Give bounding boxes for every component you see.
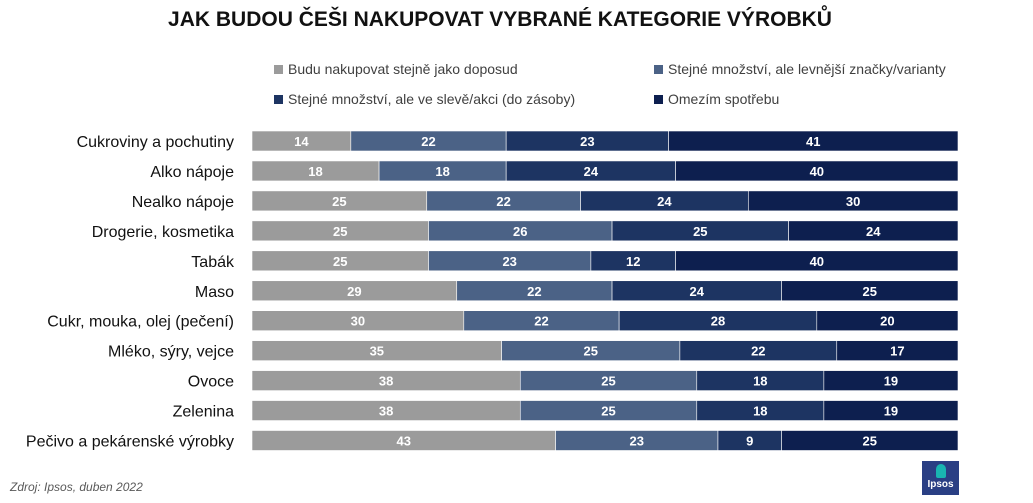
bar-segment: [823, 400, 959, 421]
data-label: 25: [584, 344, 598, 359]
legend-swatch: [654, 64, 663, 74]
data-label: 25: [601, 374, 615, 389]
ipsos-logo: Ipsos: [922, 461, 959, 495]
bar-segment: [675, 250, 959, 272]
legend-label: Omezím spotřebu: [668, 91, 780, 107]
bar-segment: [816, 310, 959, 332]
category-label: Cukroviny a pochutiny: [77, 134, 234, 151]
data-label: 24: [690, 284, 705, 299]
category-label: Cukr, mouka, olej (pečení): [47, 314, 234, 331]
logo-drop-icon: [935, 464, 946, 478]
data-label: 22: [496, 194, 510, 209]
bar-segment: [668, 130, 959, 152]
data-label: 25: [863, 434, 877, 449]
legend-item-omezim-spotrebu: Omezím spotřebu: [654, 91, 779, 107]
data-label: 30: [846, 194, 860, 209]
data-label: 20: [880, 314, 894, 329]
data-label: 18: [308, 164, 322, 179]
category-label: Mléko, sýry, vejce: [108, 344, 234, 361]
data-label: 24: [657, 194, 672, 209]
data-label: 12: [626, 254, 640, 269]
data-label: 30: [351, 314, 365, 329]
data-label: 25: [333, 224, 347, 239]
data-label: 14: [294, 134, 309, 149]
bar-segment: [836, 340, 959, 361]
data-label: 24: [584, 164, 599, 179]
chart-title: JAK BUDOU ČEŠI NAKUPOVAT VYBRANÉ KATEGOR…: [168, 8, 832, 31]
data-label: 40: [810, 254, 824, 269]
data-label: 43: [397, 434, 411, 449]
data-label: 9: [746, 434, 753, 449]
category-label: Alko nápoje: [150, 164, 234, 181]
bar-segment: [781, 280, 959, 302]
data-label: 29: [347, 284, 361, 299]
data-label: 18: [753, 374, 767, 389]
category-label: Zelenina: [173, 404, 234, 421]
bar-segment: [747, 190, 959, 212]
bar-segment: [675, 160, 959, 182]
data-label: 22: [751, 344, 765, 359]
logo-text: Ipsos: [927, 479, 954, 490]
data-label: 23: [502, 254, 516, 269]
category-label: Nealko nápoje: [132, 194, 234, 211]
data-label: 22: [527, 284, 541, 299]
data-label: 26: [513, 224, 527, 239]
legend-swatch: [274, 94, 283, 104]
category-label: Drogerie, kosmetika: [92, 224, 234, 241]
legend-item-stejne-jako-doposud: Budu nakupovat stejně jako doposud: [274, 61, 518, 77]
data-label: 18: [753, 404, 767, 419]
legend-label: Stejné množství, ale ve slevě/akci (do z…: [288, 91, 576, 107]
legend-item-levnejsi-znacky: Stejné množství, ale levnější značky/var…: [654, 61, 946, 77]
legend-label: Budu nakupovat stejně jako doposud: [288, 61, 518, 77]
data-label: 25: [601, 404, 615, 419]
data-label: 25: [863, 284, 877, 299]
data-label: 25: [332, 194, 346, 209]
data-label: 19: [884, 404, 898, 419]
data-label: 25: [693, 224, 707, 239]
data-label: 19: [884, 374, 898, 389]
data-label: 23: [580, 134, 594, 149]
data-label: 22: [421, 134, 435, 149]
data-label: 38: [379, 374, 393, 389]
legend-label: Stejné množství, ale levnější značky/var…: [668, 61, 946, 77]
data-label: 17: [890, 344, 904, 359]
data-label: 22: [534, 314, 548, 329]
legend-swatch: [274, 64, 283, 74]
data-label: 24: [866, 224, 881, 239]
data-label: 41: [806, 134, 820, 149]
data-label: 23: [630, 434, 644, 449]
data-label: 38: [379, 404, 393, 419]
chart-legend: Budu nakupovat stejně jako doposud Stejn…: [274, 56, 994, 112]
bar-segment: [781, 430, 959, 451]
data-label: 28: [711, 314, 725, 329]
bar-segment: [788, 220, 959, 242]
data-label: 25: [333, 254, 347, 269]
data-label: 18: [435, 164, 449, 179]
bar-segment: [823, 370, 959, 391]
category-label: Pečivo a pekárenské výrobky: [26, 434, 234, 451]
category-label: Maso: [195, 284, 234, 301]
category-label: Ovoce: [188, 374, 234, 391]
category-label: Tabák: [191, 254, 235, 271]
data-label: 35: [370, 344, 384, 359]
legend-item-ve-sleve: Stejné množství, ale ve slevě/akci (do z…: [274, 91, 575, 107]
source-note: Zdroj: Ipsos, duben 2022: [10, 480, 143, 494]
data-label: 40: [810, 164, 824, 179]
legend-swatch: [654, 94, 663, 104]
